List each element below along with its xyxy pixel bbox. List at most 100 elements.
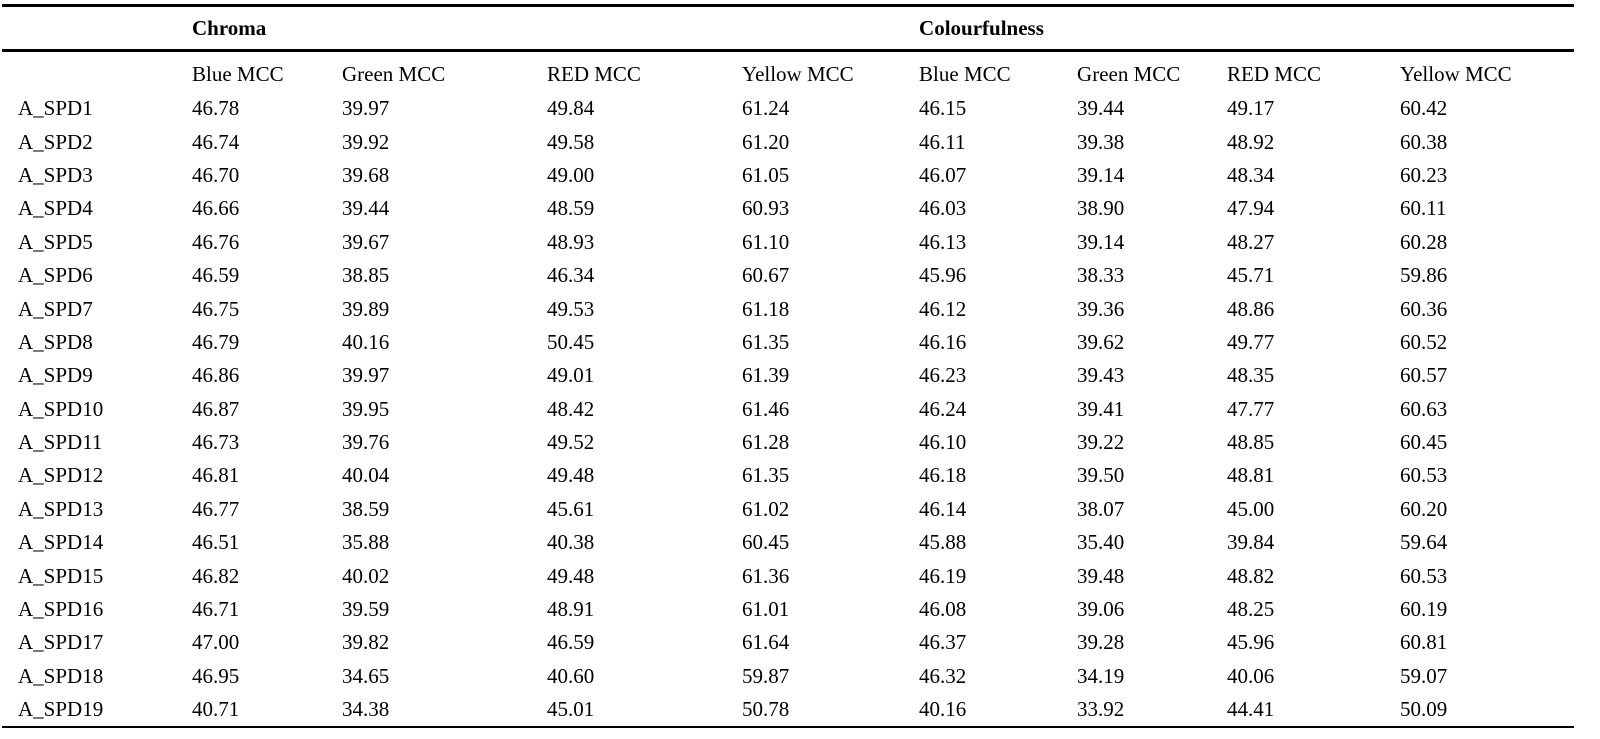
table-cell: 39.62 [1077,329,1125,354]
table-cell: 46.24 [919,396,967,421]
table-row: A_SPD5 46.76 39.67 48.93 61.10 46.13 39.14 48.2… [2,226,1574,259]
table-cell: 60.45 [742,530,790,555]
table-cell: 48.27 [1227,229,1275,254]
table-cell: 46.79 [192,329,240,354]
table-row: A_SPD13 46.77 38.59 45.61 61.02 46.14 38.07 45.… [2,493,1574,526]
table-cell: 48.93 [547,229,595,254]
row-label: A_SPD12 [18,463,104,488]
table-cell: 45.61 [547,496,595,521]
column-header: Green MCC [342,61,446,86]
table-cell: 49.53 [547,296,595,321]
table-cell: 61.24 [742,96,790,121]
column-header: Green MCC [1077,61,1181,86]
table-cell: 49.52 [547,430,595,455]
table-cell: 39.48 [1077,563,1125,588]
table-cell: 39.50 [1077,463,1125,488]
table-cell: 49.01 [547,363,595,388]
table-cell: 60.45 [1400,430,1448,455]
table-cell: 39.14 [1077,229,1125,254]
table-cell: 49.00 [547,162,595,187]
table-cell: 46.87 [192,396,240,421]
table-cell: 61.05 [742,162,790,187]
table-row: A_SPD6 46.59 38.85 46.34 60.67 45.96 38.33 45.7… [2,259,1574,292]
table-cell: 60.20 [1400,496,1448,521]
table-cell: 46.19 [919,563,967,588]
table-cell: 46.14 [919,496,967,521]
table-cell: 59.87 [742,663,790,688]
row-label: A_SPD15 [18,563,104,588]
row-label: A_SPD2 [18,129,93,154]
table-cell: 61.02 [742,496,790,521]
table-cell: 49.84 [547,96,595,121]
table-cell: 46.23 [919,363,967,388]
table-cell: 45.96 [1227,630,1275,655]
table-cell: 46.78 [192,96,240,121]
table-cell: 60.38 [1400,129,1448,154]
table-cell: 46.12 [919,296,967,321]
table-cell: 47.94 [1227,196,1275,221]
table-cell: 39.43 [1077,363,1125,388]
table-cell: 61.20 [742,129,790,154]
column-header: Yellow MCC [1400,61,1512,86]
table-cell: 60.28 [1400,229,1448,254]
table-row: A_SPD7 46.75 39.89 49.53 61.18 46.12 39.36 48.8… [2,292,1574,325]
table-cell: 46.59 [192,263,240,288]
table-cell: 47.77 [1227,396,1275,421]
table-cell: 60.19 [1400,597,1448,622]
table-cell: 39.97 [342,96,390,121]
row-label: A_SPD4 [18,196,93,221]
table-cell: 61.36 [742,563,790,588]
table-row: A_SPD16 46.71 39.59 48.91 61.01 46.08 39.06 48.… [2,593,1574,626]
table-cell: 39.22 [1077,430,1125,455]
table-cell: 46.10 [919,430,967,455]
table-cell: 48.85 [1227,430,1275,455]
row-label: A_SPD13 [18,496,104,521]
table-cell: 61.39 [742,363,790,388]
table-cell: 48.81 [1227,463,1275,488]
table-cell: 49.48 [547,563,595,588]
table-cell: 60.53 [1400,563,1448,588]
table-cell: 39.92 [342,129,390,154]
table-cell: 61.18 [742,296,790,321]
table-cell: 60.42 [1400,96,1448,121]
table-cell: 34.65 [342,663,390,688]
table-row: A_SPD10 46.87 39.95 48.42 61.46 46.24 39.41 47.… [2,393,1574,426]
table-cell: 39.28 [1077,630,1125,655]
table-cell: 46.16 [919,329,967,354]
table-cell: 61.35 [742,329,790,354]
table-cell: 38.85 [342,263,390,288]
table-cell: 46.75 [192,296,240,321]
table-row: A_SPD17 47.00 39.82 46.59 61.64 46.37 39.28 45.… [2,626,1574,659]
row-label: A_SPD18 [18,663,104,688]
table-cell: 49.48 [547,463,595,488]
table-cell: 48.91 [547,597,595,622]
table-cell: 40.06 [1227,663,1275,688]
table-row: A_SPD2 46.74 39.92 49.58 61.20 46.11 39.38 48.9… [2,125,1574,158]
table-cell: 46.07 [919,162,967,187]
table-cell: 39.95 [342,396,390,421]
table-row: A_SPD15 46.82 40.02 49.48 61.36 46.19 39.48 48.… [2,559,1574,592]
table-cell: 48.86 [1227,296,1275,321]
column-header-row: Blue MCC Green MCC RED MCC Yellow MCC Bl… [2,51,1574,93]
table-cell: 50.78 [742,693,920,729]
table-cell: 39.59 [342,597,390,622]
table-cell: 46.37 [919,630,967,655]
column-header: Yellow MCC [742,61,854,86]
table-cell: 60.52 [1400,329,1448,354]
table-cell: 34.19 [1077,663,1125,688]
row-label-header [2,51,192,93]
row-label: A_SPD1 [18,96,93,121]
table-cell: 61.64 [742,630,790,655]
table-cell: 50.09 [1400,693,1575,729]
column-header: Blue MCC [192,61,284,86]
group-header-chroma: Chroma [192,4,920,52]
table-cell: 48.82 [1227,563,1275,588]
table-cell: 48.92 [1227,129,1275,154]
corner-cell [2,4,192,52]
table-cell: 40.02 [342,563,390,588]
row-label: A_SPD7 [18,296,93,321]
table-cell: 38.07 [1077,496,1125,521]
table-cell: 39.67 [342,229,390,254]
table-cell: 46.86 [192,363,240,388]
table-cell: 45.00 [1227,496,1275,521]
